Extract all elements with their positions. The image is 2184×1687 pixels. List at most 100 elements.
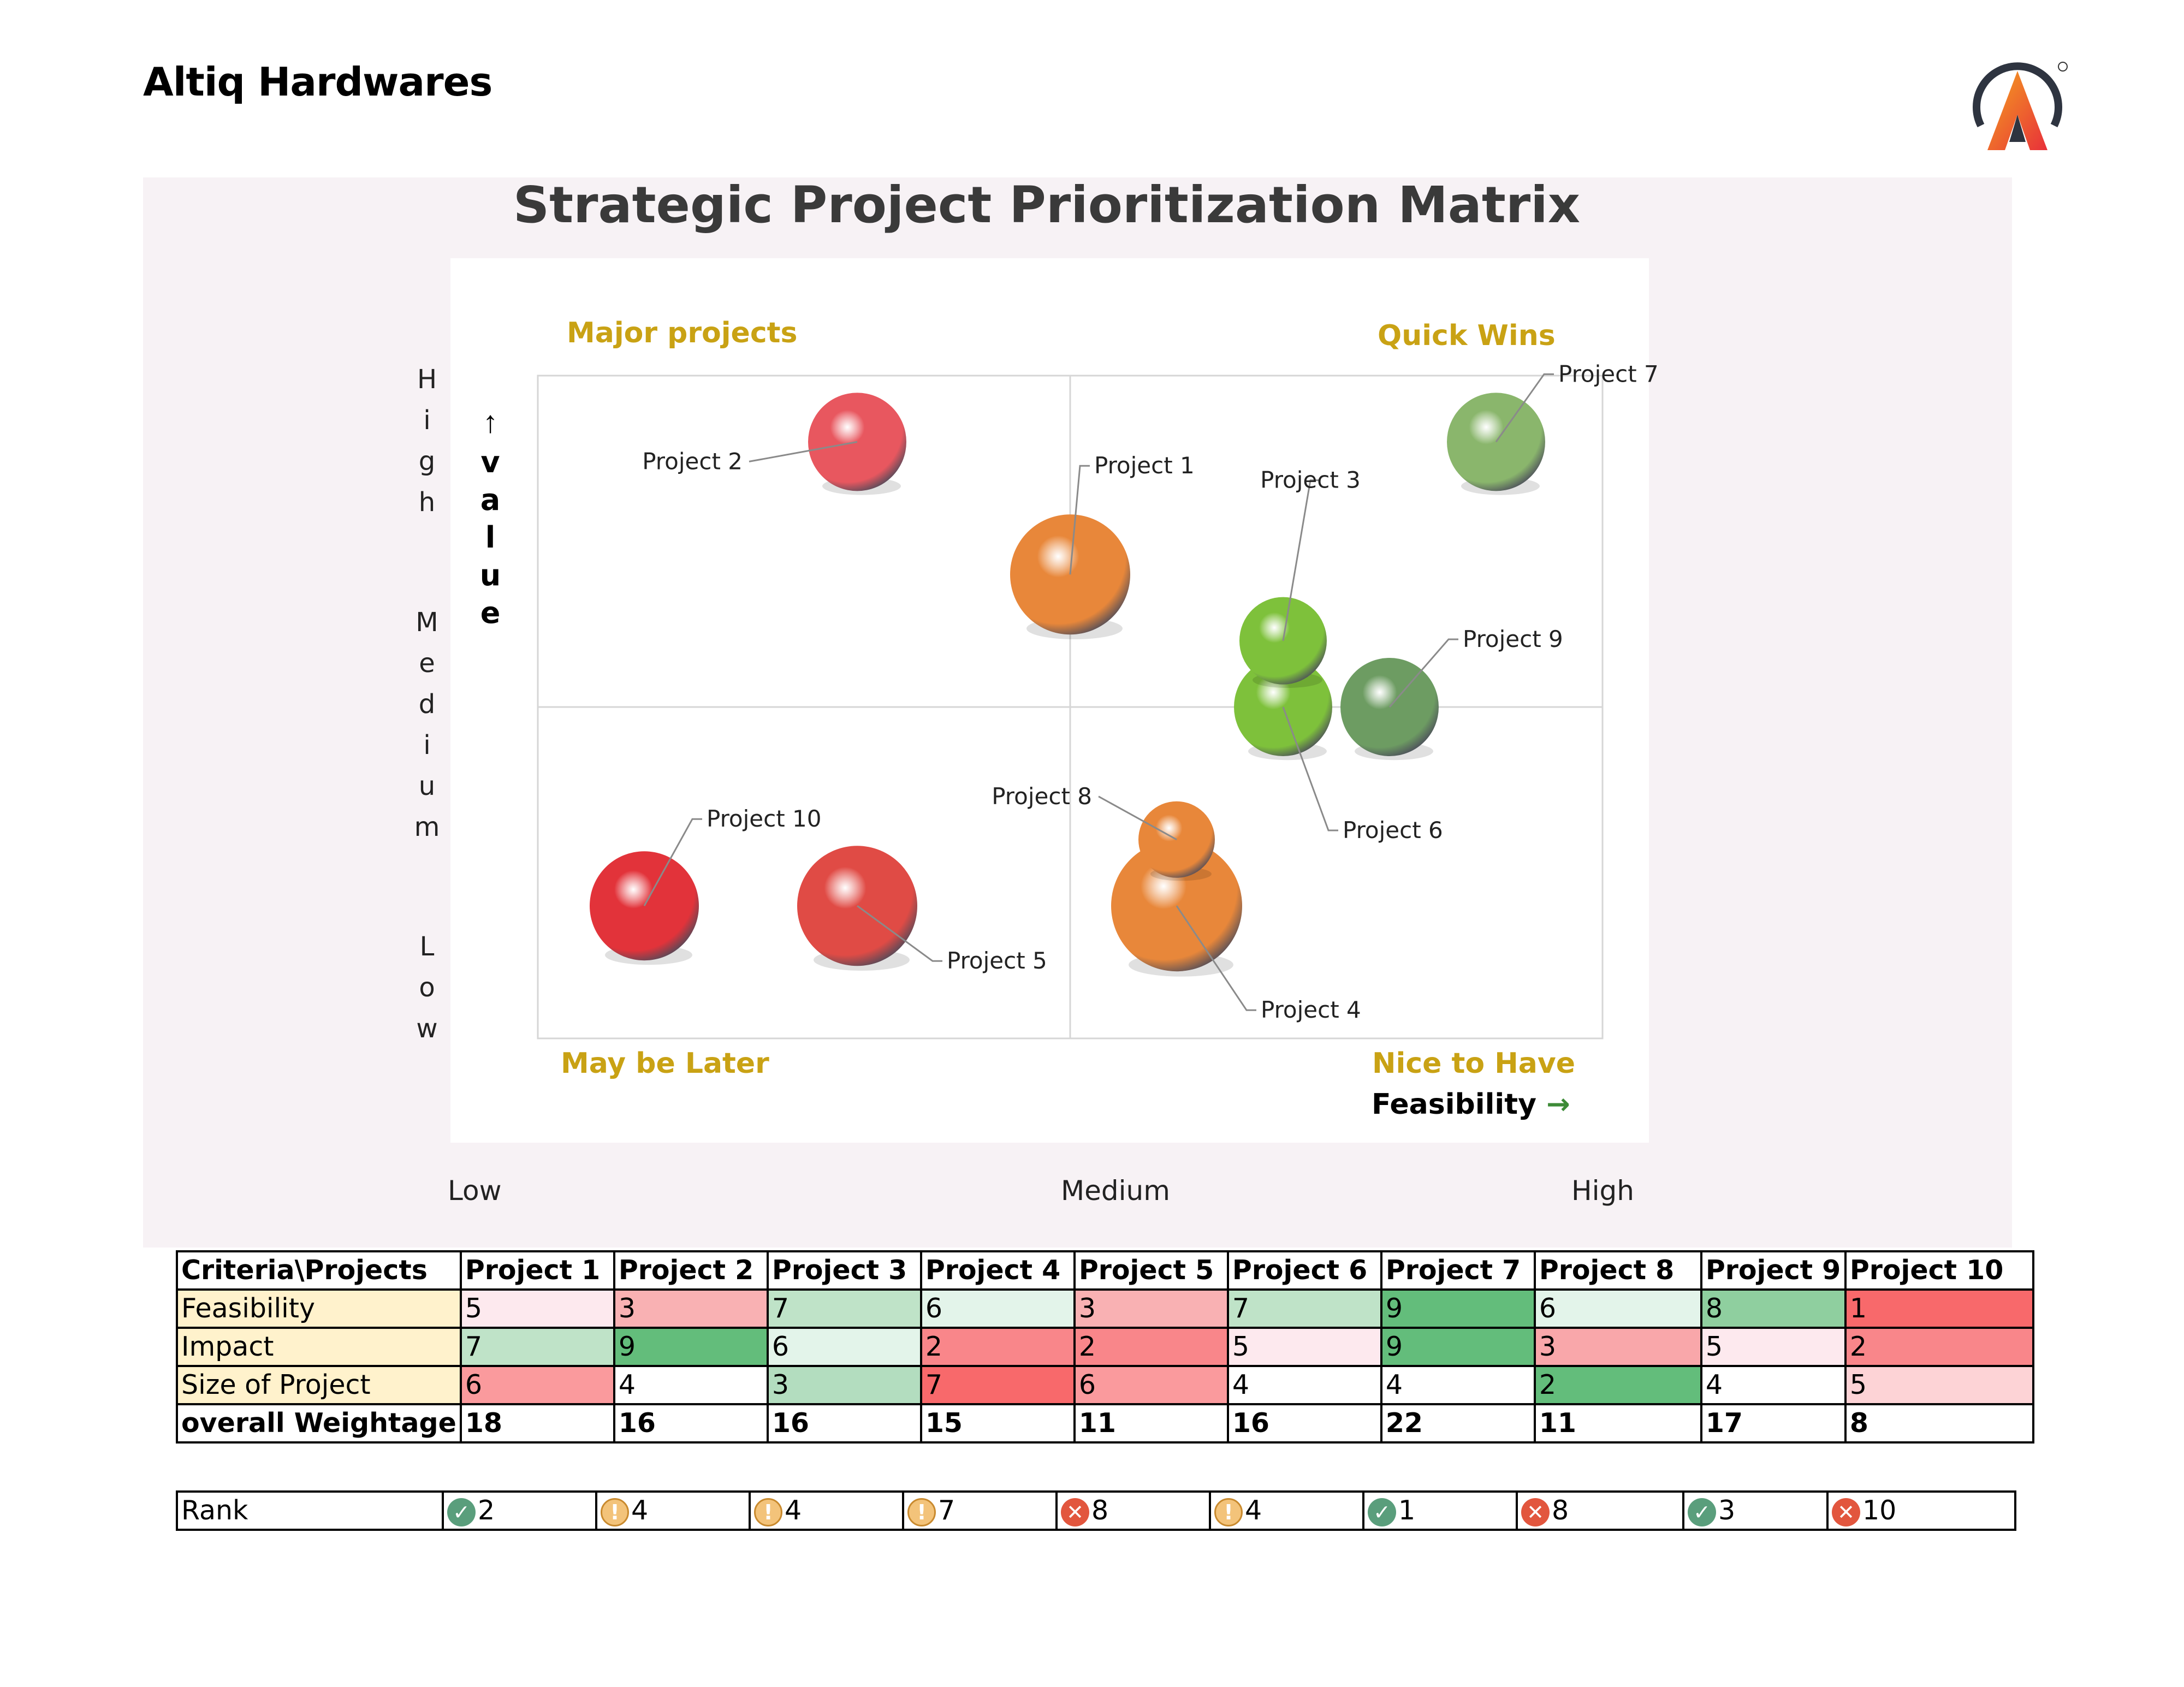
data-label: Project 8: [992, 783, 1092, 810]
table-cell: 5: [1700, 1327, 1847, 1367]
check-icon: ✓: [1688, 1498, 1716, 1526]
warning-icon: !: [754, 1498, 782, 1526]
warning-icon: !: [601, 1498, 629, 1526]
table-row: overall Weightage 18 16 16 15 11 16 22 11 17 8: [176, 1403, 2034, 1444]
up-arrow-icon: ↑: [483, 405, 498, 439]
table-cell: 22: [1380, 1403, 1536, 1444]
table-cell: 3: [613, 1288, 769, 1329]
header-cell: Project 5: [1073, 1250, 1229, 1291]
quadrant-top-right: Quick Wins: [1378, 319, 1556, 352]
table-cell: 16: [1226, 1403, 1382, 1444]
rank-table: Rank ✓ 2! 4! 4! 7 ✕ 8! 4 ✓ 1 ✕ 8 ✓ 3 ✕ 10: [176, 1490, 2016, 1531]
check-icon: ✓: [447, 1498, 476, 1526]
data-label: Project 10: [707, 805, 822, 832]
table-cell: 7: [766, 1288, 922, 1329]
table-cell: 2: [1844, 1327, 2034, 1367]
table-cell: 11: [1073, 1403, 1229, 1444]
rank-cell: ✓ 2: [442, 1490, 597, 1531]
table-cell: 16: [766, 1403, 922, 1444]
rank-label: Rank: [176, 1490, 444, 1531]
leader-line: [643, 818, 702, 906]
leader-line: [1282, 479, 1320, 641]
data-label: Project 9: [1463, 626, 1563, 652]
leader-line: [1495, 373, 1554, 443]
header-cell: Project 3: [766, 1250, 922, 1291]
table-cell: 2: [919, 1327, 1076, 1367]
table-row: Impact 7 9 6 2 2 5 9 3 5 2: [176, 1327, 2034, 1367]
table-cell: 16: [613, 1403, 769, 1444]
rank-cell: ! 4: [1209, 1490, 1364, 1531]
x-tick-low: Low: [448, 1175, 502, 1207]
table-row: Feasibility 5 3 7 6 3 7 9 6 8 1: [176, 1288, 2034, 1329]
table-cell: 11: [1533, 1403, 1702, 1444]
data-label: Project 5: [947, 947, 1047, 974]
table-row: Size of Project 6 4 3 7 6 4 4 2 4 5: [176, 1365, 2034, 1405]
warning-icon: !: [907, 1498, 936, 1526]
header-cell: Project 9: [1700, 1250, 1847, 1291]
table-cell: 2: [1533, 1365, 1702, 1405]
right-arrow-icon: →: [1546, 1088, 1570, 1121]
table-cell: 4: [1700, 1365, 1847, 1405]
rank-cell: ✕ 10: [1826, 1490, 2016, 1531]
table-cell: 7: [1226, 1288, 1382, 1329]
table-cell: 9: [1380, 1327, 1536, 1367]
table-cell: 4: [1226, 1365, 1382, 1405]
brand-logo: [1973, 62, 2068, 150]
data-label: Project 1: [1094, 452, 1195, 479]
table-cell: 7: [919, 1365, 1076, 1405]
table-cell: 5: [1226, 1327, 1382, 1367]
table-cell: 5: [1844, 1365, 2034, 1405]
table-cell: 6: [459, 1365, 615, 1405]
table-cell: 1: [1844, 1288, 2034, 1329]
header-cell: Project 1: [459, 1250, 615, 1291]
data-label: Project 3: [1260, 467, 1361, 494]
row-label: Size of Project: [176, 1365, 462, 1405]
corner-cell: Criteria\Projects: [176, 1250, 462, 1291]
brand-title: Altiq Hardwares: [143, 59, 492, 105]
table-cell: 2: [1073, 1327, 1229, 1367]
row-label: Feasibility: [176, 1288, 462, 1329]
leader-line: [1098, 795, 1177, 841]
leader-line: [1282, 706, 1338, 831]
leader-line: [749, 441, 858, 462]
table-cell: 18: [459, 1403, 615, 1444]
table-cell: 17: [1700, 1403, 1847, 1444]
leader-line: [1069, 465, 1090, 575]
header-cell: Project 2: [613, 1250, 769, 1291]
table-cell: 3: [1533, 1327, 1702, 1367]
data-label: Project 2: [642, 448, 743, 474]
warning-icon: !: [1214, 1498, 1243, 1526]
table-cell: 4: [613, 1365, 769, 1405]
header-cell: Project 8: [1533, 1250, 1702, 1291]
check-icon: ✓: [1368, 1498, 1396, 1526]
rank-cell: ! 7: [902, 1490, 1058, 1531]
table-cell: 6: [919, 1288, 1076, 1329]
header-cell: Project 4: [919, 1250, 1076, 1291]
cross-icon: ✕: [1521, 1498, 1550, 1526]
rank-cell: ✓ 3: [1682, 1490, 1829, 1531]
rank-cell: ✕ 8: [1516, 1490, 1684, 1531]
quadrant-bottom-left: May be Later: [561, 1047, 769, 1080]
table-cell: 9: [1380, 1288, 1536, 1329]
plot-area: [450, 258, 1649, 1143]
data-label: Project 6: [1343, 817, 1443, 844]
quadrant-bottom-right: Nice to Have: [1372, 1047, 1575, 1080]
table-cell: 3: [1073, 1288, 1229, 1329]
table-cell: 15: [919, 1403, 1076, 1444]
data-label: Project 4: [1261, 996, 1361, 1023]
table-header-row: Criteria\Projects Project 1 Project 2 Proje…: [176, 1250, 2034, 1291]
leader-line: [1388, 638, 1458, 708]
header-cell: Project 7: [1380, 1250, 1536, 1291]
table-cell: 8: [1844, 1403, 2034, 1444]
data-label: Project 7: [1558, 360, 1659, 387]
cross-icon: ✕: [1832, 1498, 1860, 1526]
quadrant-top-left: Major projects: [567, 317, 798, 349]
table-cell: 9: [613, 1327, 769, 1367]
leader-line: [1176, 905, 1256, 1011]
table-cell: 5: [459, 1288, 615, 1329]
row-label: overall Weightage: [176, 1403, 462, 1444]
